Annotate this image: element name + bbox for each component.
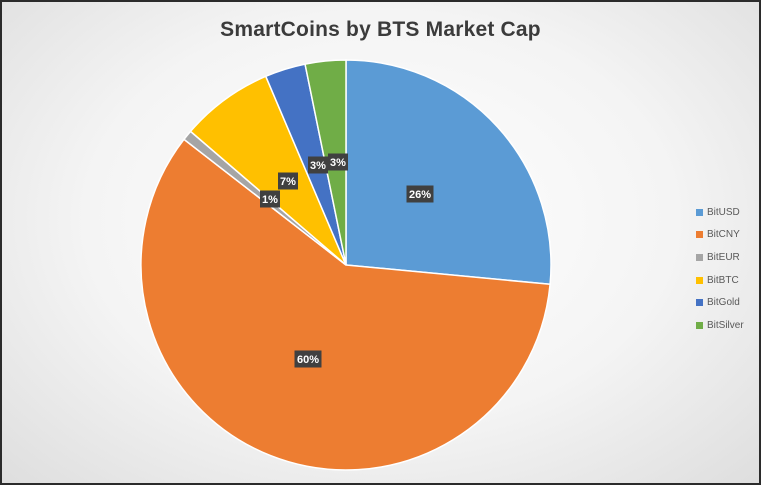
legend-swatch [696,321,703,329]
legend-label: BitGold [707,297,740,309]
legend-swatch [696,253,703,261]
pie-slice-bitcny [140,138,551,471]
legend-swatch [696,276,703,284]
svg-text:3%: 3% [310,160,326,172]
svg-text:1%: 1% [262,194,278,206]
legend-label: BitSilver [707,319,744,331]
legend: BitUSD BitCNY BitEUR BitBTC BitGold BitSilver [696,201,760,337]
data-label-bitcny: 60% [294,350,322,368]
legend-item-bitgold: BitGold [696,291,760,314]
data-label-biteur: 1% [260,190,280,208]
svg-text:26%: 26% [409,189,431,201]
legend-item-bitcny: BitCNY [696,224,760,247]
legend-label: BitEUR [707,251,740,263]
legend-label: BitBTC [707,274,739,286]
svg-text:3%: 3% [330,157,346,169]
legend-swatch [696,299,703,307]
legend-label: BitCNY [707,229,740,241]
legend-item-bitsilver: BitSilver [696,314,760,337]
data-label-bitsilver: 3% [328,153,348,171]
chart-title: SmartCoins by BTS Market Cap [220,18,541,41]
legend-item-bitbtc: BitBTC [696,269,760,292]
pie-slice-bitusd [345,59,552,286]
data-label-bitgold: 3% [308,156,328,174]
svg-text:7%: 7% [280,176,296,188]
legend-label: BitUSD [707,206,740,218]
legend-swatch [696,208,703,216]
legend-item-biteur: BitEUR [696,246,760,269]
data-label-bitusd: 26% [406,185,434,203]
legend-swatch [696,231,703,239]
svg-text:60%: 60% [297,354,319,366]
legend-item-bitusd: BitUSD [696,201,760,224]
data-label-bitbtc: 7% [278,172,298,190]
